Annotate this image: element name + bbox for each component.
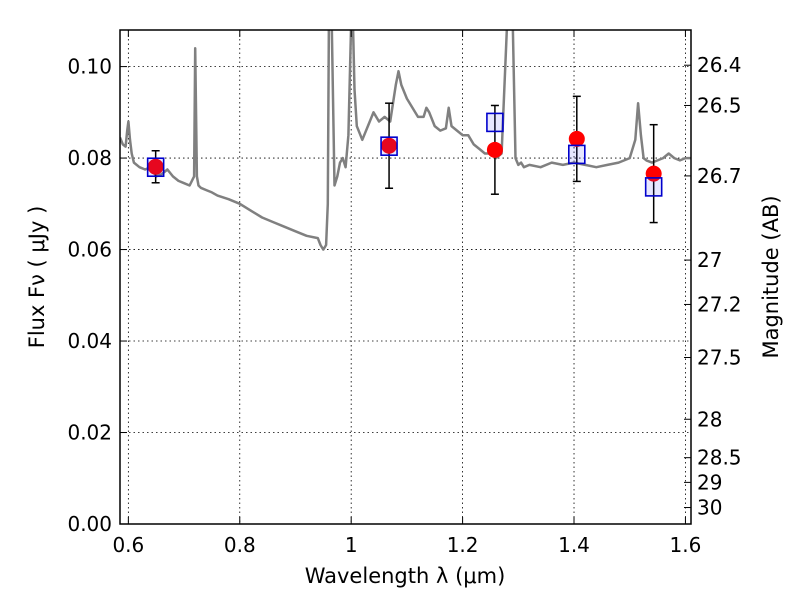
model-photometry-point: [567, 144, 586, 165]
observed-point: [568, 130, 585, 147]
right-axis-label: Magnitude (AB): [759, 195, 783, 358]
y-tick-labels: 0.00 0.02 0.04 0.06 0.08 0.10: [67, 55, 112, 536]
model-spectrum: [120, 30, 691, 251]
model-spectrum-line: [120, 30, 691, 251]
grid: [120, 30, 691, 524]
observed-point: [147, 158, 164, 175]
x-tick-label: 0.6: [112, 533, 144, 557]
model-photometry-point: [644, 177, 663, 197]
x-axis-label: Wavelength λ (μm): [305, 564, 506, 588]
right-tick-label: 27.5: [697, 346, 742, 370]
plot-frame: [119, 29, 692, 525]
model-photometry-point: [486, 112, 504, 133]
right-tick-label: 28.5: [697, 446, 742, 470]
right-tick-label: 27.2: [697, 292, 742, 316]
model-photometry-points: [146, 112, 663, 197]
model-photometry-point: [146, 157, 165, 178]
x-tick-label: 1.4: [558, 533, 590, 557]
y-axis-label: Flux Fν ( μJy ): [25, 206, 49, 349]
y-tick-label: 0.04: [67, 329, 112, 353]
x-tick-label: 0.8: [224, 533, 256, 557]
observed-point: [486, 141, 503, 158]
model-photometry-point: [380, 136, 398, 156]
axis-ticks: [120, 30, 691, 525]
y-tick-label: 0.02: [67, 421, 112, 445]
right-tick-label: 26.7: [697, 164, 742, 188]
right-tick-label: 26.5: [697, 93, 742, 117]
y-tick-label: 0.06: [67, 238, 112, 262]
x-tick-label: 1: [345, 533, 358, 557]
observed-point: [381, 137, 398, 154]
right-tick-label: 26.4: [697, 53, 742, 77]
x-tick-label: 1.2: [447, 533, 479, 557]
right-tick-label: 30: [697, 496, 722, 520]
right-tick-label: 27: [697, 248, 722, 272]
right-tick-label: 29: [697, 470, 722, 494]
y-tick-label: 0.00: [67, 512, 112, 536]
y-tick-label: 0.10: [67, 55, 112, 79]
x-tick-label: 1.6: [670, 533, 702, 557]
x-tick-labels: 0.6 0.8 1 1.2 1.4 1.6: [112, 533, 701, 557]
y-tick-label: 0.08: [67, 146, 112, 170]
right-tick-label: 28: [697, 407, 722, 431]
